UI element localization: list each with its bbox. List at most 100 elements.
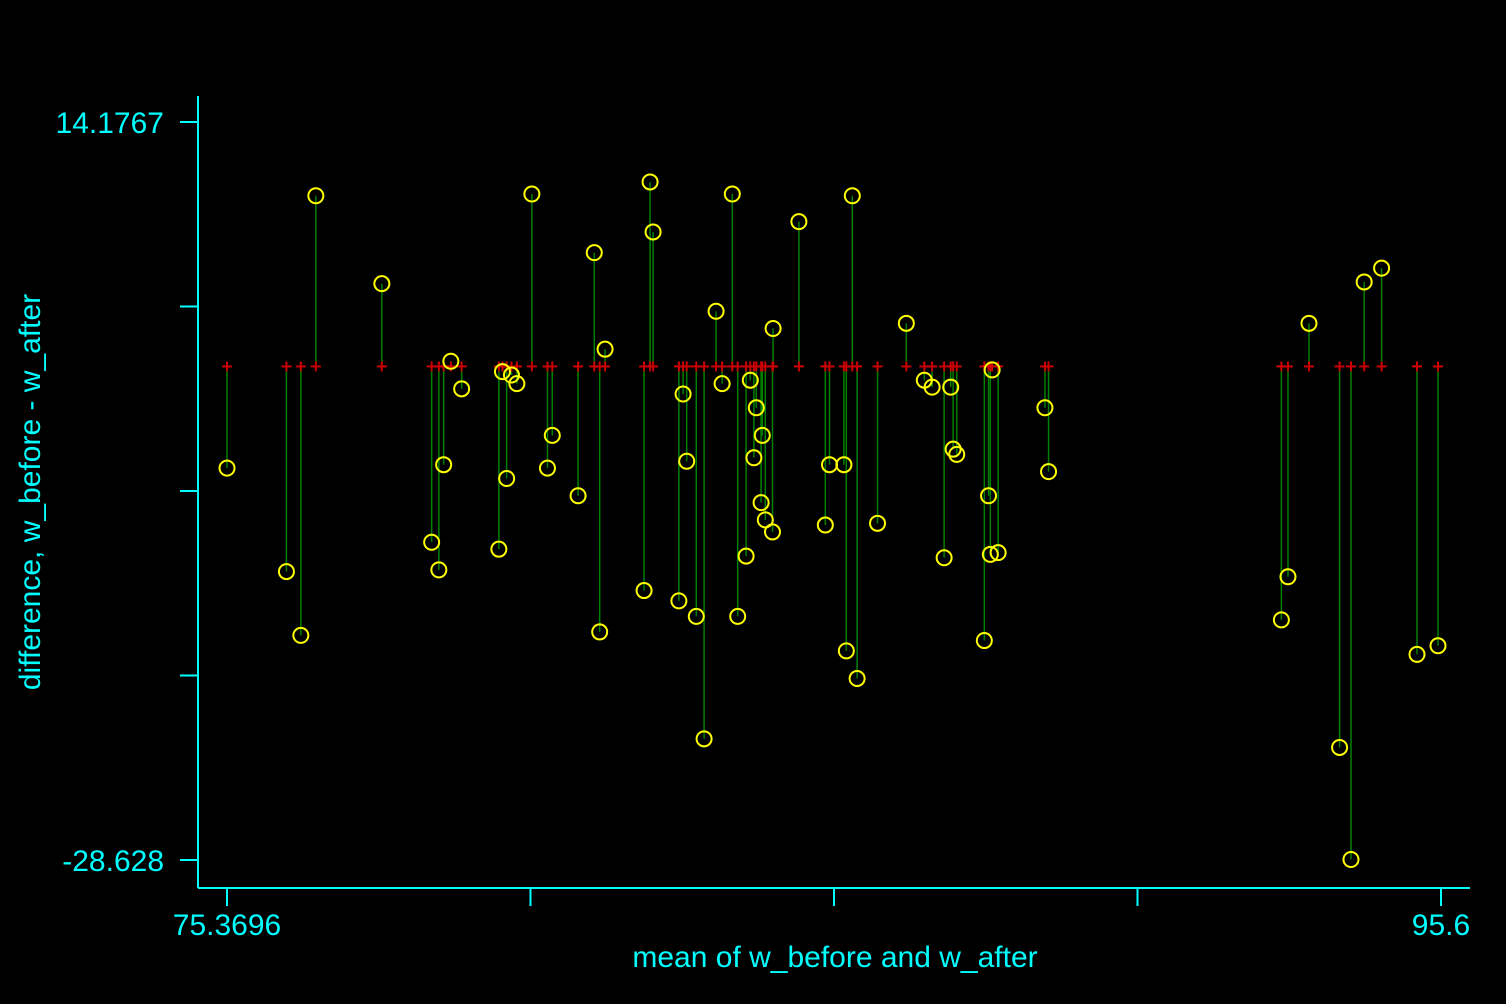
baseline-plus-marker (768, 361, 779, 372)
x-axis-title: mean of w_before and w_after (632, 941, 1037, 974)
data-point (835, 456, 853, 474)
data-point (983, 361, 1001, 379)
baseline-plus-marker (699, 361, 710, 372)
data-point (1342, 851, 1360, 869)
data-point (641, 173, 659, 191)
data-point (869, 514, 887, 532)
data-point (729, 607, 747, 625)
data-point (753, 426, 771, 444)
data-point (498, 469, 516, 487)
data-point (1408, 645, 1426, 663)
data-point (508, 375, 526, 393)
data-point (944, 440, 962, 458)
baseline-plus-marker (901, 361, 912, 372)
data-point (1279, 568, 1297, 586)
baseline-plus-marker (456, 361, 467, 372)
data-point (307, 187, 325, 205)
baseline-plus-marker (681, 361, 692, 372)
baseline-plus-marker (852, 361, 863, 372)
baseline-plus-marker (1411, 361, 1422, 372)
y-tick-label-max: 14.1767 (56, 107, 164, 140)
data-point (591, 623, 609, 641)
data-point (453, 380, 471, 398)
baseline-plus-marker (717, 361, 728, 372)
data-point (1040, 463, 1058, 481)
data-point (493, 363, 511, 381)
baseline-plus-marker (1432, 361, 1443, 372)
data-points (218, 173, 1447, 869)
baseline-plus-marker (281, 361, 292, 372)
baseline-plus-marker (732, 361, 743, 372)
x-tick-label-min: 75.3696 (173, 909, 281, 942)
baseline-plus-marker (1043, 361, 1054, 372)
baseline-plus-marker (1359, 361, 1370, 372)
data-point (707, 302, 725, 320)
baseline-plus-marker (1282, 361, 1293, 372)
data-point (423, 533, 441, 551)
data-point (942, 378, 960, 396)
data-point (948, 445, 966, 463)
data-point (430, 561, 448, 579)
baseline-plus-marker (927, 361, 938, 372)
data-point (1300, 314, 1318, 332)
data-point (569, 487, 587, 505)
data-point (897, 314, 915, 332)
data-point (596, 340, 614, 358)
baseline-plus-marker (648, 361, 659, 372)
data-point (543, 426, 561, 444)
data-point (923, 378, 941, 396)
data-point (292, 626, 310, 644)
data-point (1272, 611, 1290, 629)
baseline-plus-marker (376, 361, 387, 372)
y-tick-label-min: -28.628 (62, 845, 164, 878)
data-point (687, 607, 705, 625)
data-point (741, 371, 759, 389)
axes: 14.1767 -28.628 75.3696 95.6 (56, 96, 1470, 942)
data-point (737, 547, 755, 565)
data-point (1036, 399, 1054, 417)
baseline-plus-marker (295, 361, 306, 372)
baseline-markers (222, 361, 1443, 372)
data-point (435, 456, 453, 474)
data-point (674, 385, 692, 403)
data-point (635, 582, 653, 600)
x-tick-label-max: 95.6 (1412, 909, 1470, 942)
data-point (752, 494, 770, 512)
data-point (764, 319, 782, 337)
data-point (837, 642, 855, 660)
data-point (502, 366, 520, 384)
data-point (695, 730, 713, 748)
baseline-plus-marker (445, 361, 456, 372)
baseline-plus-marker (222, 361, 233, 372)
data-point (848, 669, 866, 687)
baseline-plus-marker (824, 361, 835, 372)
baseline-plus-marker (573, 361, 584, 372)
data-point (975, 632, 993, 650)
data-point (644, 223, 662, 241)
data-point (981, 545, 999, 563)
baseline-plus-marker (547, 361, 558, 372)
data-point (816, 516, 834, 534)
data-point (523, 185, 541, 203)
baseline-plus-marker (1345, 361, 1356, 372)
data-point (670, 592, 688, 610)
baseline-plus-marker (1303, 361, 1314, 372)
data-point (756, 511, 774, 529)
baseline-plus-marker (1376, 361, 1387, 372)
data-point (538, 459, 556, 477)
data-point (843, 187, 861, 205)
data-point (277, 563, 295, 581)
baseline-plus-marker (951, 361, 962, 372)
baseline-plus-marker (600, 361, 611, 372)
data-point (764, 523, 782, 541)
data-point (790, 213, 808, 231)
baseline-plus-marker (310, 361, 321, 372)
data-point (1355, 273, 1373, 291)
data-point (1429, 637, 1447, 655)
data-point (935, 549, 953, 567)
baseline-plus-marker (526, 361, 537, 372)
data-point (713, 375, 731, 393)
data-point (585, 244, 603, 262)
spike-lines (226, 181, 1439, 860)
